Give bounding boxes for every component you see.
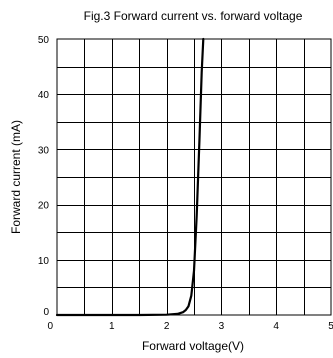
forward-current-curve [55, 37, 205, 317]
x-tick-label: 0 [47, 321, 53, 332]
y-tick-label: 20 [38, 201, 50, 212]
y-tick-label: 40 [38, 90, 50, 101]
x-tick-label: 3 [219, 321, 225, 332]
y-tick-label: 0 [43, 307, 49, 318]
y-tick-label: 50 [38, 35, 50, 46]
x-tick-label: 2 [164, 321, 170, 332]
y-tick-label: 30 [38, 145, 50, 156]
x-tick-label: 5 [328, 321, 333, 332]
x-tick-label: 4 [273, 321, 279, 332]
x-tick-label: 1 [109, 321, 115, 332]
y-axis-label: Forward current (mA) [9, 120, 23, 234]
chart-title: Fig.3 Forward current vs. forward voltag… [84, 9, 303, 23]
x-axis-label: Forward voltage(V) [142, 339, 244, 353]
y-tick-label: 10 [38, 256, 50, 267]
